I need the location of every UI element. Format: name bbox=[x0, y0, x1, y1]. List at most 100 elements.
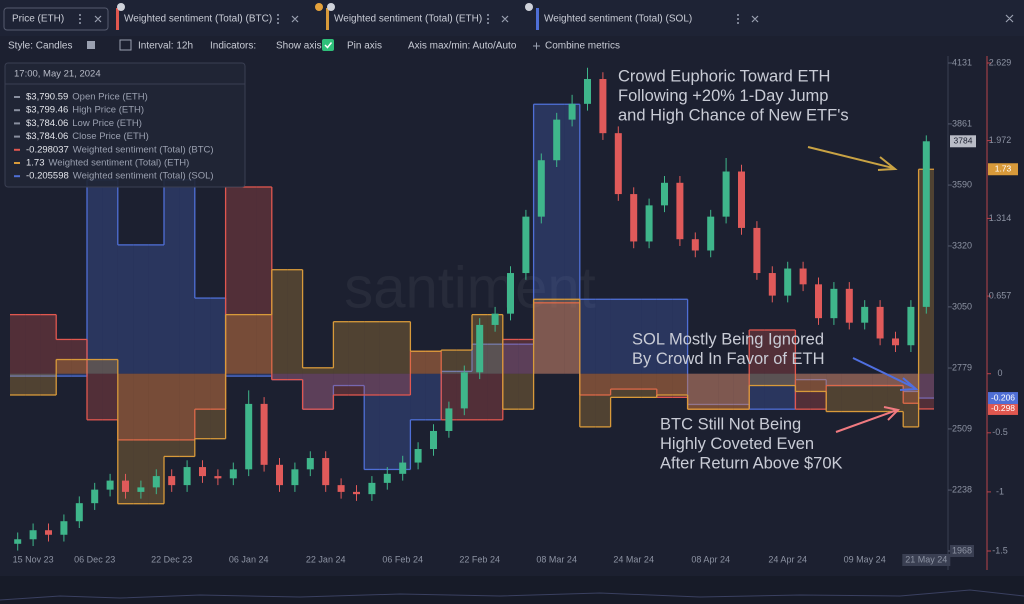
sentiment-step bbox=[780, 373, 796, 410]
candle-body bbox=[676, 182, 684, 240]
sentiment-step bbox=[241, 314, 257, 374]
toolbar-item[interactable]: Interval: 12h bbox=[138, 41, 193, 52]
toolbar-item[interactable]: Style: Candles bbox=[8, 41, 72, 52]
sentiment-step bbox=[194, 298, 211, 374]
candle-body bbox=[630, 194, 638, 242]
color-icon[interactable] bbox=[87, 41, 95, 49]
sentiment-step bbox=[533, 104, 549, 374]
sentiment-step bbox=[395, 373, 411, 470]
close-icons[interactable] bbox=[94, 14, 1014, 23]
sentiment-step bbox=[148, 373, 164, 440]
tab-label[interactable]: Weighted sentiment (Total) (ETH) bbox=[334, 14, 482, 25]
candle-body bbox=[707, 216, 715, 251]
sentiment-step bbox=[194, 373, 211, 410]
candle-body bbox=[768, 273, 776, 296]
candle-body bbox=[568, 103, 576, 120]
tooltip-value: $3,784.06 bbox=[26, 118, 68, 129]
sentiment-step bbox=[210, 373, 226, 410]
sentiment-step bbox=[641, 373, 657, 390]
sentiment-step bbox=[841, 373, 857, 386]
sentiment-step bbox=[749, 373, 765, 386]
tab-label[interactable]: Weighted sentiment (Total) (SOL) bbox=[544, 14, 692, 25]
sentiment-step bbox=[348, 373, 365, 395]
toolbar-item[interactable]: Show axis bbox=[276, 41, 322, 52]
annotation: After Return Above $70K bbox=[660, 454, 843, 472]
sentiment-step bbox=[117, 244, 134, 374]
sentiment-step bbox=[40, 373, 57, 395]
y-tick-label: 3590 bbox=[952, 179, 972, 189]
candle-body bbox=[353, 491, 360, 495]
sentiment-step bbox=[102, 359, 118, 374]
candle-body bbox=[614, 133, 622, 195]
tab-label[interactable]: Price (ETH) bbox=[12, 14, 64, 25]
toolbar-item[interactable]: Axis max/min: Auto/Auto bbox=[408, 41, 517, 52]
sentiment-step bbox=[318, 373, 334, 410]
sentiment-step bbox=[425, 351, 442, 374]
toolbar-item[interactable]: Pin axis bbox=[347, 41, 382, 52]
candle-body bbox=[45, 530, 52, 535]
check bbox=[324, 42, 333, 49]
toolbar-item[interactable]: Indicators: bbox=[210, 41, 256, 52]
sentiment-step bbox=[564, 299, 580, 374]
active-tab[interactable] bbox=[3, 7, 109, 31]
sentiment-step bbox=[441, 373, 457, 420]
sentiment-step bbox=[718, 373, 734, 405]
navigator[interactable] bbox=[0, 576, 1024, 604]
tooltip-label: Close Price (ETH) bbox=[72, 131, 149, 142]
sentiment-step bbox=[441, 371, 457, 374]
sentiment-step bbox=[626, 373, 642, 390]
sentiment-step bbox=[703, 373, 719, 410]
toolbar-item[interactable]: Combine metrics bbox=[545, 41, 620, 52]
sentiment-step bbox=[610, 373, 626, 390]
tooltip-label: Weighted sentiment (Total) (ETH) bbox=[49, 158, 190, 169]
plus-icon bbox=[533, 42, 540, 50]
candle-body bbox=[491, 313, 499, 325]
annotation: Crowd Euphoric Toward ETH bbox=[618, 67, 830, 85]
sentiment-step bbox=[780, 373, 796, 386]
sentiment-step bbox=[256, 186, 272, 374]
candle-body bbox=[14, 539, 22, 544]
sentiment-step bbox=[210, 298, 226, 374]
candle-body bbox=[137, 487, 145, 492]
price-badge-label: 3784 bbox=[954, 136, 973, 146]
candle-body bbox=[907, 306, 915, 346]
candle-body bbox=[322, 458, 330, 486]
checkbox[interactable] bbox=[322, 39, 334, 51]
y2-tick-label: 0 bbox=[997, 368, 1002, 378]
menu-icons[interactable] bbox=[79, 14, 739, 24]
tooltip-label: Low Price (ETH) bbox=[72, 118, 142, 129]
x-tick-label: 24 Mar 24 bbox=[613, 554, 654, 564]
candle-body bbox=[507, 273, 514, 314]
x-tick-label: 06 Feb 24 bbox=[382, 554, 423, 564]
x-tick-label: 15 Nov 23 bbox=[13, 554, 54, 564]
lock-icon bbox=[525, 3, 533, 11]
sentiment-badge bbox=[988, 163, 1018, 176]
sentiment-step bbox=[287, 373, 303, 380]
sentiment-step bbox=[595, 373, 611, 427]
calendar-icon[interactable] bbox=[119, 39, 132, 51]
candle-body bbox=[168, 476, 176, 486]
sentiment-step bbox=[10, 314, 26, 374]
tab-color bbox=[536, 8, 539, 30]
sentiment-step bbox=[241, 373, 257, 377]
sentiment-step bbox=[595, 373, 611, 395]
candle-body bbox=[892, 338, 899, 346]
sentiment-step bbox=[271, 373, 288, 380]
candle-body bbox=[599, 79, 607, 134]
sentiment-step bbox=[71, 373, 87, 377]
tab-color bbox=[326, 8, 329, 30]
sentiment-step bbox=[302, 367, 318, 374]
sentiment-step bbox=[502, 344, 519, 374]
tooltip-label: Open Price (ETH) bbox=[72, 92, 148, 103]
y2-tick-label: 1.314 bbox=[989, 213, 1012, 223]
sentiment-step bbox=[641, 299, 657, 374]
candle-body bbox=[845, 288, 853, 323]
y-tick-label: 4131 bbox=[952, 57, 972, 67]
tab-label[interactable]: Weighted sentiment (Total) (BTC) bbox=[124, 14, 272, 25]
sentiment-step bbox=[502, 373, 519, 410]
tick-box bbox=[950, 545, 974, 557]
candle-body bbox=[445, 408, 453, 431]
lock-icon bbox=[327, 3, 335, 11]
sentiment-step bbox=[780, 329, 796, 374]
